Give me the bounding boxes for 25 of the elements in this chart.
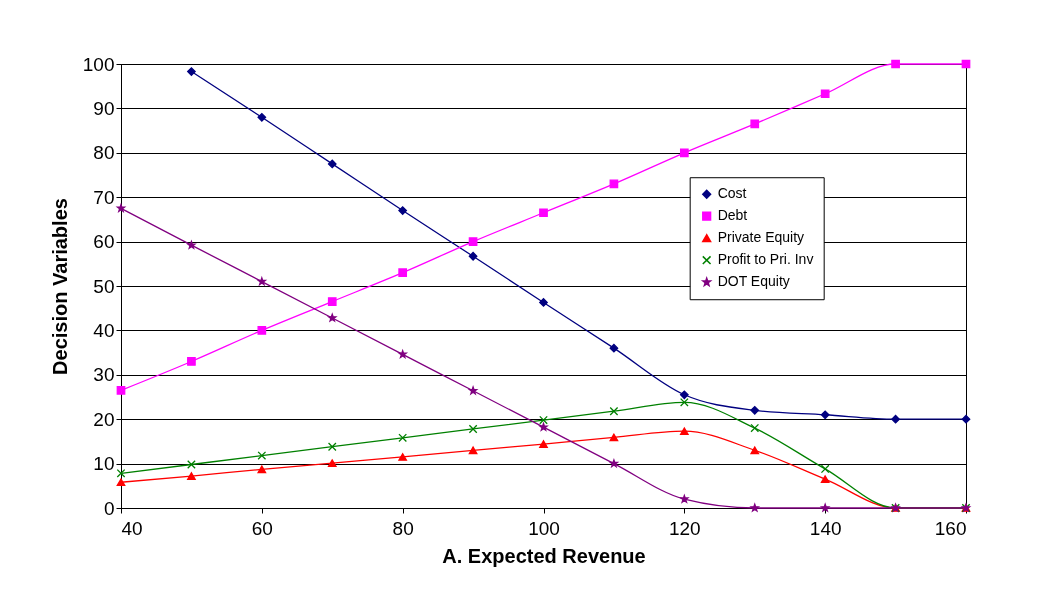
y-tick-label: 100: [82, 53, 115, 75]
x-tick-label: 120: [668, 517, 701, 539]
y-tick-label: 20: [93, 408, 115, 430]
y-tick-label: 40: [93, 319, 115, 341]
y-tick-label: 0: [103, 497, 115, 519]
y-axis-title: Decision Variables: [48, 198, 71, 375]
y-tick-label: 30: [93, 364, 115, 386]
legend-label: Private Equity: [717, 229, 805, 246]
x-tick-label: 60: [251, 517, 273, 539]
legend-label: Debt: [717, 207, 748, 224]
x-axis-title: A. Expected Revenue: [442, 544, 646, 567]
x-tick-label: 80: [392, 517, 414, 539]
legend-label: Cost: [717, 185, 747, 202]
y-tick-label: 80: [93, 142, 115, 164]
y-tick-label: 60: [93, 231, 115, 253]
legend-label: Profit to Pri. Inv: [717, 251, 814, 268]
y-tick-label: 70: [93, 186, 115, 208]
y-tick-label: 90: [93, 97, 115, 119]
y-tick-label: 50: [93, 275, 115, 297]
x-tick-label: 140: [809, 517, 842, 539]
y-tick-label: 10: [93, 453, 115, 475]
legend-label: DOT Equity: [717, 273, 790, 290]
x-tick-label: 160: [934, 517, 967, 539]
x-tick-label: 100: [528, 517, 560, 539]
x-tick-label: 40: [121, 517, 143, 539]
